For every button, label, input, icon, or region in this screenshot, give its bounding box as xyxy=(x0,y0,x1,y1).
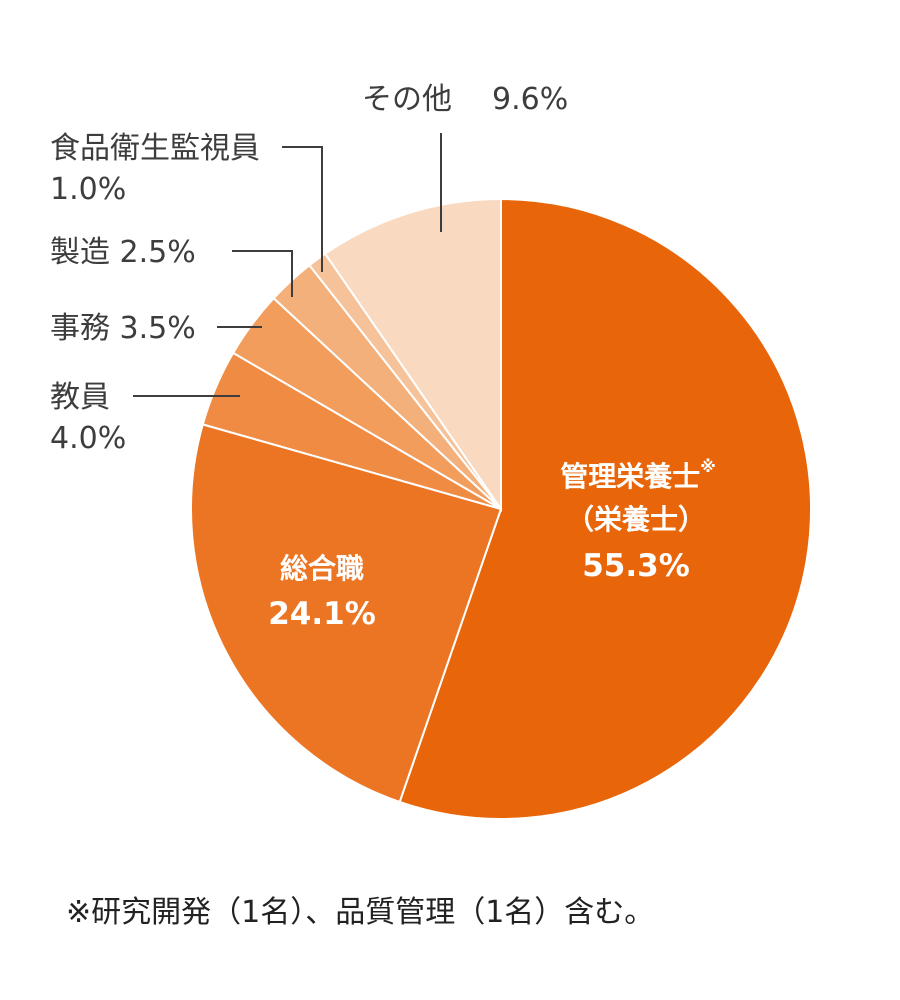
footnote: ※研究開発（1名）、品質管理（1名）含む。 xyxy=(66,895,654,930)
leader-lines xyxy=(133,133,442,397)
label-other: その他 9.6% xyxy=(362,82,568,117)
slice-other xyxy=(323,197,502,513)
label-manufacturing: 製造 2.5% xyxy=(50,235,196,270)
label-dietitian-value: 55.3% xyxy=(582,548,690,584)
label-dietitian-mark: ※ xyxy=(700,457,716,476)
label-office: 事務 3.5% xyxy=(50,311,196,346)
label-monitor-name: 食品衛生監視員 xyxy=(50,131,260,166)
label-teacher-value: 4.0% xyxy=(50,421,126,456)
leader-line-manufacturing xyxy=(232,250,293,297)
label-teacher-name: 教員 xyxy=(50,380,110,415)
label-monitor-value: 1.0% xyxy=(50,172,126,207)
leader-line-monitor xyxy=(282,146,323,272)
slice-labels: 管理栄養士※ （栄養士） 55.3% 総合職 24.1% 教員 4.0% 事務 … xyxy=(50,82,716,632)
pie-slices xyxy=(190,197,812,820)
slice-dietitian xyxy=(398,197,812,820)
label-dietitian-name: 管理栄養士※ xyxy=(560,457,716,493)
label-general-name: 総合職 xyxy=(280,552,364,585)
label-dietitian-sub: （栄養士） xyxy=(566,503,706,536)
label-general-value: 24.1% xyxy=(268,596,376,632)
slice-general xyxy=(190,423,503,804)
